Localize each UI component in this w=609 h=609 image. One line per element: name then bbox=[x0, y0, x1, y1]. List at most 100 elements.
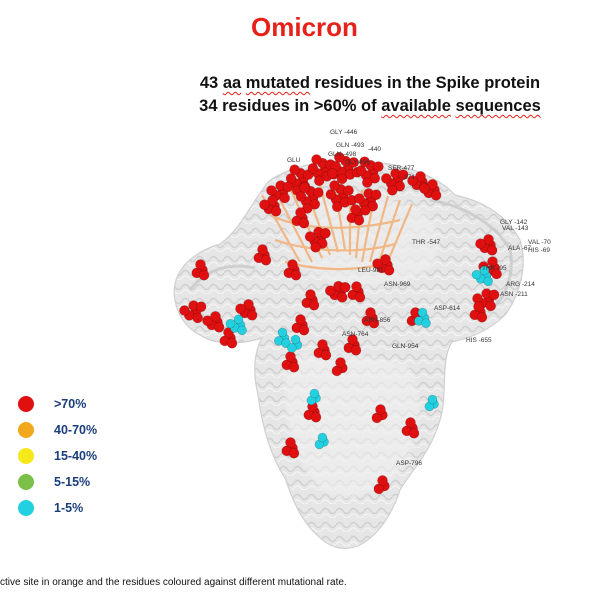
residue-label: ASN-764 bbox=[342, 331, 369, 338]
residue-label: THR -547 bbox=[412, 239, 441, 246]
residue-sphere bbox=[479, 265, 490, 276]
residue-sphere bbox=[419, 183, 430, 194]
residue-sphere bbox=[288, 361, 300, 373]
legend-item: 40-70% bbox=[14, 421, 154, 441]
residue-label: HIS -655 bbox=[466, 337, 492, 344]
residue-sphere bbox=[295, 191, 307, 202]
residue-sphere bbox=[243, 299, 254, 310]
residue-label: ASN -211 bbox=[500, 291, 528, 298]
residue-sphere bbox=[311, 154, 322, 165]
residue-label: SER-477 bbox=[388, 165, 415, 172]
residue-sphere bbox=[353, 193, 365, 204]
legend-label: 15-40% bbox=[54, 449, 98, 463]
residue-sphere bbox=[427, 179, 438, 190]
residue-sphere bbox=[353, 214, 365, 226]
residue-sphere bbox=[365, 307, 376, 318]
residue-label: GLN-954 bbox=[392, 343, 419, 350]
residue-sphere bbox=[257, 244, 268, 255]
residue-sphere bbox=[329, 180, 340, 191]
residue-label: GLN -493 bbox=[336, 142, 365, 149]
residue-sphere bbox=[331, 201, 343, 212]
residue-sphere bbox=[397, 169, 409, 180]
legend-swatch bbox=[18, 448, 34, 464]
figure-title: Omicron bbox=[251, 12, 358, 42]
residue-sphere bbox=[289, 164, 300, 175]
residue-sphere bbox=[237, 325, 247, 336]
residue-sphere bbox=[225, 318, 236, 329]
residue-sphere bbox=[266, 185, 277, 196]
residue-sphere bbox=[407, 175, 418, 186]
residue-sphere bbox=[235, 303, 246, 315]
residue-label: ASP-796 bbox=[396, 460, 422, 467]
residue-label: VAL -143 bbox=[502, 225, 529, 232]
residue-sphere bbox=[421, 318, 431, 329]
residue-sphere bbox=[327, 168, 338, 179]
residue-sphere bbox=[483, 276, 493, 287]
residue-label: ASN-856 bbox=[364, 317, 391, 324]
residue-sphere bbox=[427, 394, 438, 405]
residue-sphere bbox=[192, 312, 203, 324]
residue-sphere bbox=[299, 182, 310, 193]
residue-label: VAL -70 bbox=[528, 239, 551, 246]
residue-sphere bbox=[351, 281, 362, 292]
legend-swatch bbox=[18, 474, 34, 490]
residue-sphere bbox=[282, 181, 294, 193]
residue-sphere bbox=[485, 300, 497, 312]
residue-label: GLU bbox=[287, 157, 301, 164]
residue-sphere bbox=[336, 292, 348, 303]
residue-sphere bbox=[473, 301, 484, 312]
residue-sphere bbox=[335, 357, 346, 368]
residue-label: -440 bbox=[368, 146, 381, 153]
residue-label: ASP-614 bbox=[434, 305, 460, 312]
residue-sphere bbox=[375, 404, 386, 415]
subtitle-line-2: 34 residues in >60% of available sequenc… bbox=[160, 97, 580, 116]
residue-sphere bbox=[377, 475, 388, 486]
residue-sphere bbox=[383, 264, 395, 276]
residue-sphere bbox=[285, 437, 296, 448]
legend-item: >70% bbox=[14, 395, 154, 415]
residue-sphere bbox=[386, 185, 398, 196]
residue-label: THR -95 bbox=[482, 265, 507, 272]
residue-sphere bbox=[226, 337, 238, 349]
residue-sphere bbox=[287, 343, 297, 353]
residue-label: GLY -142 bbox=[500, 219, 528, 226]
residue-label: -371 bbox=[402, 174, 415, 181]
residue-sphere bbox=[309, 388, 320, 399]
legend-swatch bbox=[18, 500, 34, 516]
residue-sphere bbox=[210, 311, 221, 322]
residue-label: ALA -67 bbox=[508, 245, 532, 252]
residue-sphere bbox=[202, 315, 213, 327]
residue-sphere bbox=[310, 242, 321, 253]
residue-sphere bbox=[260, 254, 272, 266]
residue-label: GLN -498 bbox=[328, 151, 357, 158]
subtitle-mutated: mutated bbox=[245, 74, 310, 92]
residue-sphere bbox=[295, 314, 306, 325]
residue-sphere bbox=[198, 269, 210, 281]
residue-labels: GLY -446 GLN -493 GLN -498 -440 GLU GLY-… bbox=[287, 129, 551, 467]
residue-sphere bbox=[415, 171, 426, 182]
residue-sphere bbox=[350, 204, 361, 215]
residue-sphere bbox=[361, 177, 373, 188]
subtitle-line-1: 43 aa mutated residues in the Spike prot… bbox=[160, 74, 580, 93]
subtitle-rest: residues in the Spike protein bbox=[314, 74, 541, 92]
residue-label: ARG -214 bbox=[506, 281, 535, 288]
residue-sphere bbox=[373, 161, 384, 172]
residue-sphere bbox=[233, 314, 244, 325]
residue-sphere bbox=[491, 268, 502, 280]
subtitle2-start: 34 residues in >60% of bbox=[199, 97, 377, 115]
residue-sphere bbox=[279, 192, 291, 204]
residue-sphere bbox=[195, 259, 206, 270]
residue-sphere bbox=[259, 199, 270, 210]
residue-sphere bbox=[359, 156, 370, 167]
residue-sphere bbox=[487, 256, 498, 268]
residue-sphere bbox=[417, 307, 428, 318]
residue-sphere bbox=[313, 187, 324, 198]
residue-sphere bbox=[246, 309, 258, 321]
legend-label: 5-15% bbox=[54, 475, 91, 489]
residue-label: HIS -69 bbox=[528, 247, 550, 254]
residue-sphere bbox=[408, 427, 420, 439]
subtitle2-available: available bbox=[381, 97, 451, 115]
residue-sphere bbox=[317, 432, 328, 443]
residue-sphere bbox=[320, 227, 331, 239]
legend-item: 15-40% bbox=[14, 447, 154, 467]
